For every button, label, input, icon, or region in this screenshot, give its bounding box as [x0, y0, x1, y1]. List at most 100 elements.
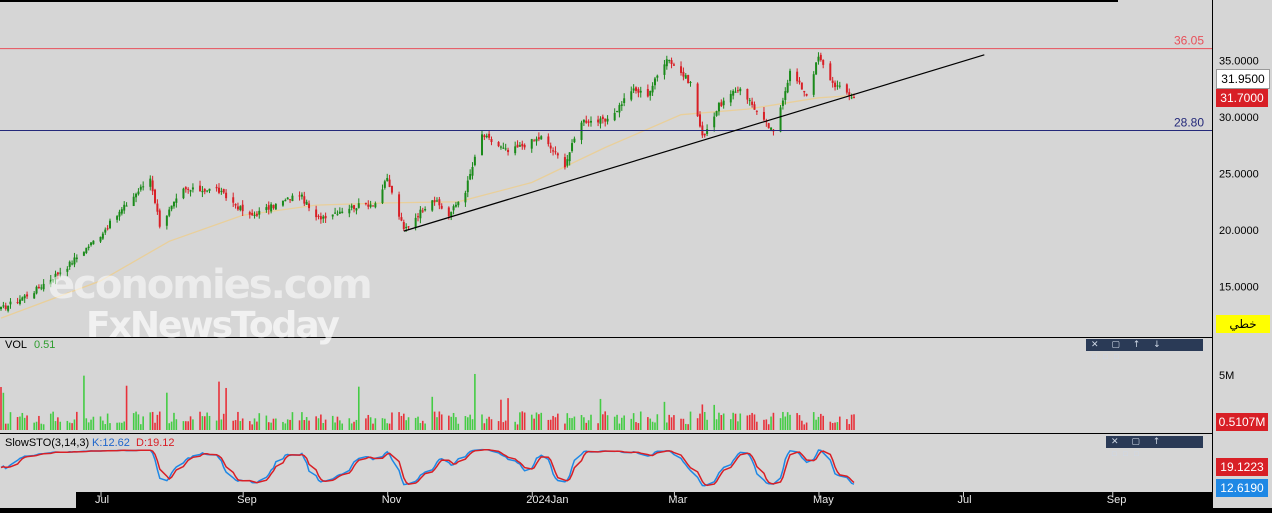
volume-bar — [632, 413, 635, 430]
candle-body — [4, 305, 7, 309]
volume-bar — [265, 415, 268, 430]
candle-body — [165, 215, 168, 226]
candle-body — [687, 75, 690, 84]
candle-body — [450, 211, 453, 217]
volume-bar — [836, 422, 839, 430]
candle-body — [632, 88, 635, 91]
volume-bar — [291, 412, 294, 430]
volume-bar — [38, 415, 40, 430]
candle-body — [834, 82, 837, 88]
candle-body — [762, 111, 765, 120]
candle-body — [101, 233, 104, 239]
candle-body — [319, 216, 322, 220]
volume-bar — [547, 419, 550, 430]
candle-body — [566, 159, 569, 166]
close-price-tag: 31.7000 — [1216, 89, 1268, 107]
candle-body — [421, 210, 424, 212]
volume-bar — [554, 417, 557, 430]
candle-body — [656, 75, 659, 78]
watermark-economies: economies.com — [48, 262, 373, 308]
candle-body — [286, 197, 289, 200]
candle-body — [620, 104, 623, 106]
candle-body — [85, 247, 88, 254]
volume-bar — [703, 411, 706, 430]
candle-body — [21, 297, 24, 301]
volume-bar — [391, 412, 393, 430]
candle-body — [447, 207, 450, 217]
volume-bar — [767, 424, 770, 430]
volume-bar — [623, 415, 625, 430]
candle-body — [42, 283, 45, 290]
volume-bar — [796, 413, 798, 430]
volume-bar — [57, 417, 59, 430]
volume-bar — [334, 422, 336, 430]
candle-body — [518, 145, 521, 147]
volume-bar — [549, 419, 552, 430]
volume-bar — [483, 423, 486, 430]
volume-bar — [189, 416, 192, 430]
candle-body — [9, 301, 12, 305]
chart-style-button[interactable]: خطي — [1216, 315, 1270, 333]
volume-bar — [71, 423, 73, 430]
volume-panel-controls[interactable]: ✕ ▢ ↑ ↓ ▫▫▫ — [1086, 339, 1203, 362]
volume-bar — [270, 422, 272, 430]
candle-body — [748, 100, 751, 102]
volume-bar — [756, 421, 758, 430]
candle-body — [817, 56, 820, 62]
volume-bar — [488, 416, 490, 430]
volume-bar — [52, 411, 54, 430]
volume-bar — [815, 419, 817, 430]
candle-body — [104, 229, 107, 233]
candle-body — [635, 87, 638, 91]
candle-body — [516, 144, 519, 148]
volume-bar — [417, 416, 419, 430]
volume-bar — [92, 416, 95, 430]
volume-bar — [49, 413, 52, 430]
candle-body — [303, 196, 306, 204]
volume-bar — [535, 412, 538, 430]
candle-body — [281, 200, 284, 206]
volume-bar — [438, 411, 441, 430]
candle-body — [232, 197, 235, 203]
candle-body — [497, 142, 500, 147]
candle-body — [514, 146, 517, 154]
candle-body — [255, 213, 258, 216]
volume-bar — [829, 421, 832, 430]
candle-body — [469, 173, 472, 180]
candle-body — [571, 143, 574, 152]
volume-bar — [23, 417, 26, 430]
volume-bar — [831, 423, 834, 430]
candle-body — [156, 203, 159, 212]
volume-bar — [649, 418, 652, 430]
volume-bar — [42, 424, 45, 430]
stochastic-panel-controls[interactable]: ✕ ▢ ↑ ▫▫▫ — [1106, 436, 1203, 459]
volume-bar — [656, 414, 659, 430]
candle-body — [71, 263, 74, 265]
candle-body — [554, 151, 557, 153]
candle-body — [390, 185, 393, 193]
volume-bar — [104, 424, 107, 430]
candle-body — [563, 157, 566, 168]
candle-body — [670, 60, 673, 64]
candle-body — [56, 272, 59, 275]
volume-bar — [26, 415, 28, 430]
stochastic-panel-title: SlowSTO(3,14,3) — [5, 437, 90, 449]
candle-body — [90, 242, 93, 246]
candle-body — [597, 119, 600, 123]
volume-bar — [284, 423, 287, 430]
volume-bar — [220, 419, 223, 430]
candle-body — [0, 306, 2, 310]
volume-bar — [706, 419, 708, 430]
candle-body — [845, 84, 848, 93]
candle-body — [267, 205, 270, 210]
volume-bar — [35, 421, 38, 430]
candle-body — [75, 257, 78, 260]
candle-body — [248, 212, 251, 215]
candle-body — [767, 123, 770, 129]
candle-body — [587, 121, 590, 123]
volume-y-tick-label: 5M — [1219, 370, 1234, 382]
volume-bar — [68, 422, 71, 430]
volume-bar — [232, 420, 235, 430]
volume-bar — [21, 412, 24, 430]
